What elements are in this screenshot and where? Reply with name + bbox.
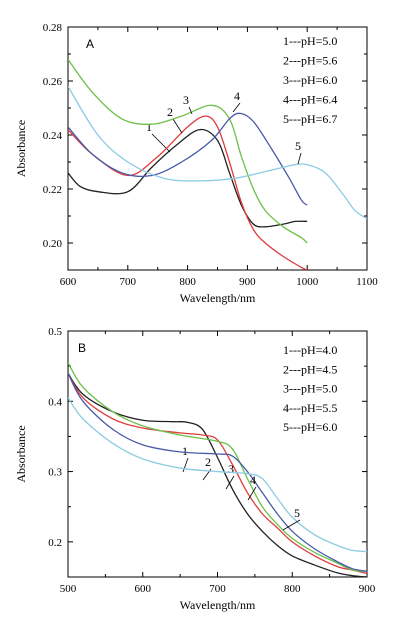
y-tick-label: 0.28 (43, 22, 63, 34)
x-tick-label: 900 (359, 583, 376, 595)
chart-panel-B: 500 600 700 800 900 0.2 0.3 0.4 0.5 Wavelength/nm… (14, 326, 376, 612)
x-tick-label: 500 (60, 583, 77, 595)
x-tick-label: 700 (209, 583, 226, 595)
y-tick-label: 0.3 (48, 467, 62, 479)
y-tick-label: 0.2 (48, 537, 62, 549)
curve-leader-1 (182, 457, 189, 473)
curve-label-2: 2 (205, 455, 211, 469)
panel-letter: B (78, 341, 86, 355)
x-axis-title: Wavelength/nm (180, 598, 256, 612)
curve-leader-4 (232, 102, 241, 113)
legend-entry: 5---pH=6.0 (283, 420, 337, 434)
chart-panel-A: 600 700 800 900 1000 1100 0.20 0.22 0.24 0.26 0.28… (14, 22, 378, 305)
curve-label-1: 1 (182, 444, 188, 458)
legend-entry: 1---pH=4.0 (283, 343, 337, 357)
legend-entry: 2---pH=5.6 (283, 54, 337, 68)
y-tick-label: 0.26 (43, 76, 63, 88)
curve-label-4: 4 (234, 89, 240, 103)
panel-letter: A (86, 37, 94, 51)
legend-entry: 1---pH=5.0 (283, 34, 337, 48)
series-line-1 (68, 128, 308, 228)
legend-entry: 4---pH=6.4 (283, 93, 337, 107)
curve-leader-1 (151, 133, 171, 153)
curve-label-5: 5 (294, 506, 300, 520)
series-line-5 (68, 397, 367, 553)
legend-entry: 5---pH=6.7 (283, 112, 337, 126)
series-line-3 (68, 59, 308, 244)
series-line-2 (68, 372, 367, 575)
x-tick-label: 800 (179, 276, 196, 288)
y-tick-label: 0.20 (43, 238, 63, 250)
curve-leader-4 (247, 486, 257, 501)
curve-label-3: 3 (228, 462, 234, 476)
legend-entry: 2---pH=4.5 (283, 362, 337, 376)
y-tick-label: 0.4 (48, 396, 62, 408)
series-line-4 (68, 112, 308, 206)
curve-leader-5 (297, 152, 302, 165)
x-tick-label: 600 (135, 583, 152, 595)
x-tick-label: 800 (284, 583, 301, 595)
x-tick-label: 900 (239, 276, 256, 288)
y-tick-label: 0.5 (48, 326, 62, 338)
curve-leader-3 (225, 475, 235, 490)
x-axis-title: Wavelength/nm (180, 291, 256, 305)
y-tick-label: 0.24 (43, 130, 63, 142)
x-tick-label: 700 (120, 276, 137, 288)
series-line-1 (68, 372, 367, 577)
legend-entry: 3---pH=6.0 (283, 73, 337, 87)
curve-label-2: 2 (167, 105, 173, 119)
x-tick-label: 1100 (356, 276, 378, 288)
curve-label-1: 1 (146, 120, 152, 134)
curve-leader-2 (172, 118, 183, 134)
y-tick-label: 0.22 (43, 184, 62, 196)
series-line-5 (68, 86, 367, 220)
curve-leader-3 (188, 106, 193, 115)
legend-entry: 4---pH=5.5 (283, 401, 337, 415)
x-tick-label: 1000 (296, 276, 319, 288)
curve-leader-5 (282, 519, 301, 531)
series-line-3 (68, 362, 367, 573)
curve-label-3: 3 (183, 93, 189, 107)
curve-label-5: 5 (295, 139, 301, 153)
legend-entry: 3---pH=5.0 (283, 382, 337, 396)
x-tick-label: 600 (60, 276, 77, 288)
y-axis-title: Absorbance (14, 120, 28, 177)
series-line-4 (68, 372, 367, 573)
y-axis-title: Absorbance (14, 425, 28, 482)
curve-label-4: 4 (250, 473, 256, 487)
